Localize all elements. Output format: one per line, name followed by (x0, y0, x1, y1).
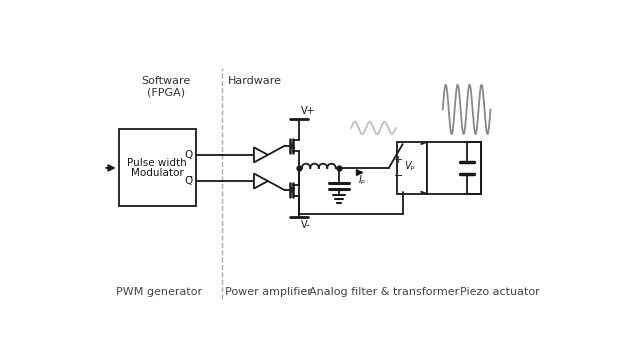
Bar (118, 130, 196, 206)
Text: Analog filter & transformer: Analog filter & transformer (309, 287, 460, 297)
Text: Modulator: Modulator (131, 168, 184, 178)
Bar (428, 142, 481, 194)
Text: V+: V+ (301, 106, 316, 116)
Text: Pulse width: Pulse width (127, 158, 187, 168)
Text: Hardware: Hardware (228, 76, 282, 86)
Bar (397, 142, 428, 194)
Text: Vₚ: Vₚ (404, 161, 415, 171)
Polygon shape (254, 174, 268, 189)
Text: Q̅: Q̅ (184, 176, 193, 186)
Text: Piezo actuator: Piezo actuator (460, 287, 540, 297)
Text: Iₚ: Iₚ (358, 175, 365, 185)
Text: PWM generator: PWM generator (116, 287, 202, 297)
Text: −: − (394, 171, 404, 181)
Text: Power amplifier: Power amplifier (225, 287, 312, 297)
Text: +: + (394, 155, 404, 165)
Text: Q: Q (184, 150, 193, 160)
Text: Software
(FPGA): Software (FPGA) (141, 76, 191, 97)
Text: V-: V- (301, 220, 310, 230)
Polygon shape (254, 147, 268, 162)
